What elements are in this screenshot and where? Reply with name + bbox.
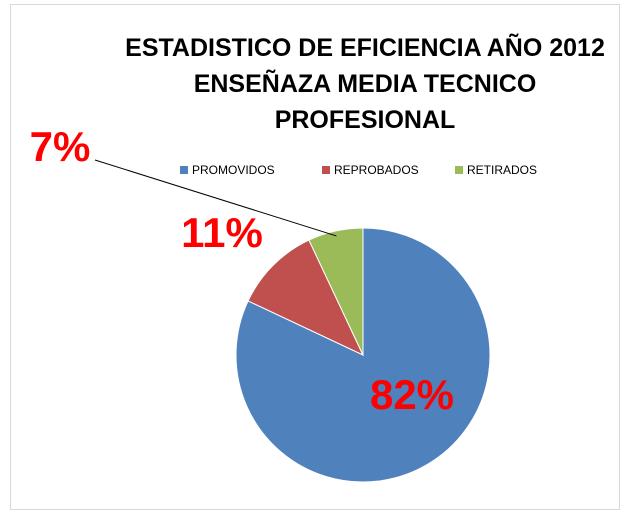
chart-frame: [10, 4, 620, 510]
legend-label: RETIRADOS: [467, 163, 537, 177]
data-label: 82%: [370, 371, 454, 418]
data-label: 7%: [30, 123, 91, 170]
pie-slice: [235, 227, 491, 483]
leader-line: [94, 159, 337, 237]
legend-swatch: [180, 166, 188, 174]
legend-label: PROMOVIDOS: [192, 163, 275, 177]
legend-swatch: [322, 166, 330, 174]
data-label: 11%: [181, 209, 263, 256]
pie-slice: [247, 239, 365, 357]
legend-label: REPROBADOS: [334, 163, 419, 177]
pie-slice: [308, 227, 364, 356]
chart-title: ESTADISTICO DE EFICIENCIA AÑO 2012 ENSEÑ…: [125, 34, 605, 134]
legend-swatch: [455, 166, 463, 174]
